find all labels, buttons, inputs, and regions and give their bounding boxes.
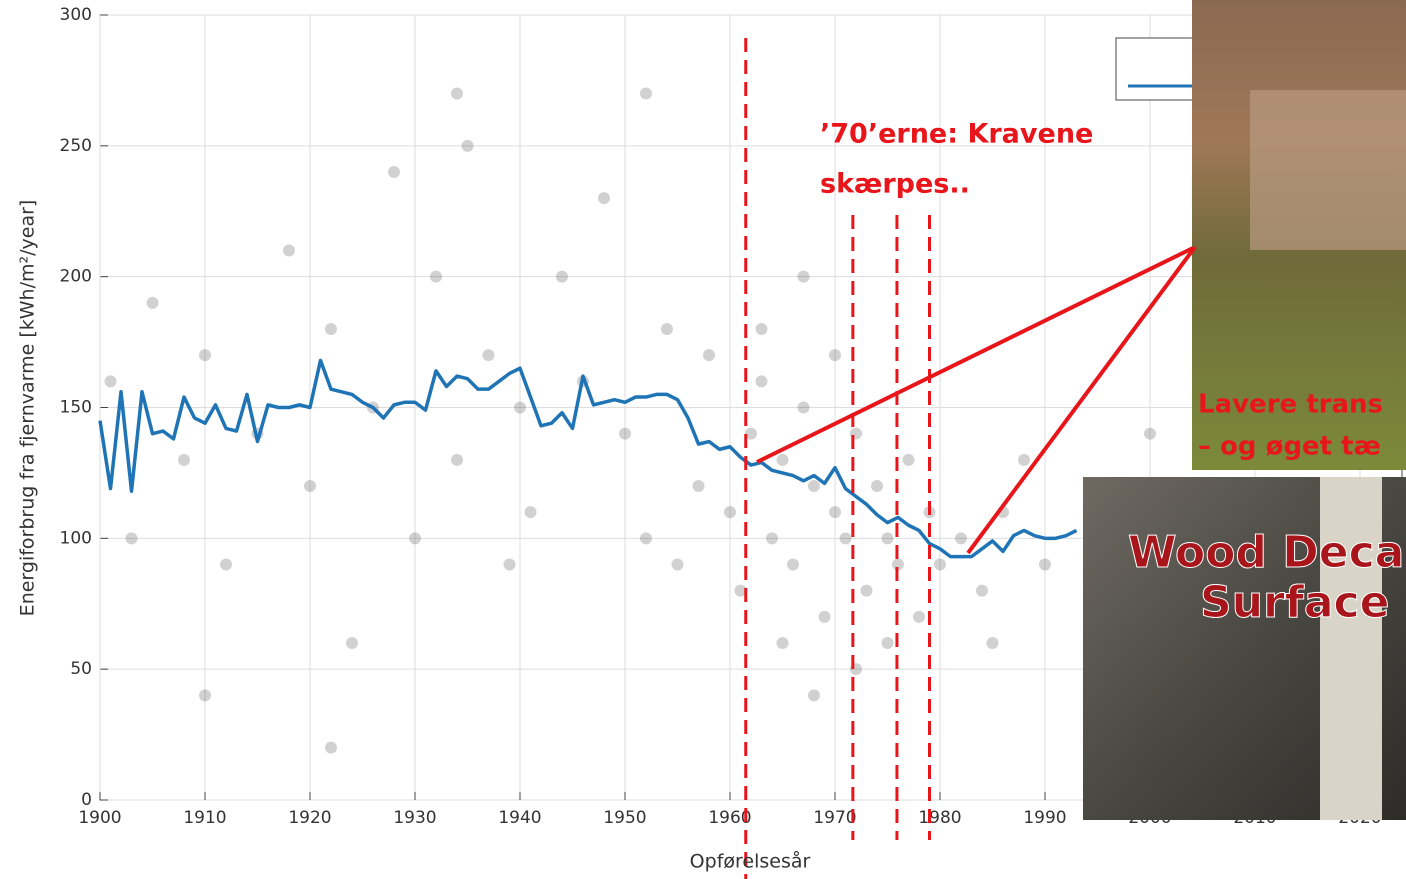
pointer-line — [966, 245, 1197, 555]
y-tick-label: 0 — [81, 790, 92, 810]
scatter-point — [808, 689, 820, 702]
scatter-point — [797, 401, 810, 414]
scatter-point — [524, 506, 537, 519]
scatter-point — [797, 270, 810, 283]
annotation: ’70’erne: Kravene — [820, 119, 1093, 150]
x-tick-label: 1910 — [183, 808, 226, 828]
scatter-point — [220, 558, 232, 571]
overlay: Lavere trans – og øget tæ Wood Deca Surf… — [17, 0, 1406, 873]
scatter-point — [986, 637, 999, 649]
y-tick-label: 150 — [60, 398, 92, 418]
scatter-point — [913, 610, 925, 623]
scatter-point — [430, 270, 442, 283]
y-tick-label: 250 — [60, 136, 92, 156]
plot-area: 0 50 100 150 200 250 300 1900 1910 1920 1930 1940 19… — [60, 5, 1403, 879]
x-tick-label: 1990 — [1023, 808, 1066, 828]
photo-caption: Surface — [1200, 577, 1389, 628]
scatter-point — [304, 480, 316, 492]
scatter-point — [892, 558, 904, 571]
scatter-point — [881, 532, 894, 545]
y-axis-label: Energiforbrug fra fjernvarme [kWh/m²/yea… — [17, 200, 39, 617]
scatter-point — [556, 270, 568, 283]
scatter-point — [745, 427, 757, 440]
scatter-point — [409, 532, 421, 545]
scatter-point — [902, 453, 915, 466]
scatter-point — [1039, 558, 1051, 571]
x-axis-label: Opførelsesår — [690, 850, 811, 873]
scatter-point — [671, 558, 684, 571]
scatter-point — [346, 637, 358, 649]
scatter-point — [325, 741, 337, 754]
scatter-point — [104, 375, 117, 388]
house-wall — [1250, 90, 1406, 250]
scatter-point — [692, 480, 705, 492]
scatter-point — [640, 87, 652, 100]
scatter-point — [640, 532, 652, 545]
scatter-point — [619, 427, 631, 440]
y-tick-label: 300 — [60, 5, 92, 25]
scatter-point — [734, 584, 747, 597]
x-tick-label: 1960 — [708, 808, 751, 828]
x-tick-label: 1950 — [603, 808, 646, 828]
annotation: – og øget tæ — [1198, 432, 1381, 462]
scatter-point — [125, 532, 138, 545]
scatter-point — [871, 480, 883, 492]
scatter-point — [755, 375, 768, 388]
x-tick-label: 1940 — [498, 808, 541, 828]
scatter-point — [787, 558, 799, 571]
scatter-point — [199, 349, 211, 362]
scatter-point — [839, 532, 852, 545]
scatter-point — [818, 610, 831, 623]
y-tick-label: 50 — [70, 659, 92, 679]
scatter-point — [661, 323, 673, 335]
scatter-point — [199, 689, 211, 702]
scatter-point — [388, 166, 400, 178]
trend-line — [98, 358, 1078, 559]
y-tick-label: 100 — [60, 528, 92, 548]
scatter-point — [766, 532, 778, 545]
scatter-point — [482, 349, 495, 362]
scatter-point — [461, 139, 474, 152]
wood-post — [1320, 477, 1382, 820]
scatter-point — [860, 584, 873, 597]
x-tick-label: 1930 — [393, 808, 436, 828]
scatter-point — [503, 558, 516, 571]
pointer-line — [756, 245, 1196, 464]
scatter-point — [808, 480, 820, 492]
legend-box — [1115, 37, 1207, 101]
scatter-point — [451, 453, 463, 466]
scatter-point — [1018, 453, 1030, 466]
scatter-point — [776, 637, 789, 649]
scatter-point — [755, 323, 768, 335]
scatter-point — [703, 349, 715, 362]
scatter-point — [829, 349, 841, 362]
scatter-point — [178, 453, 190, 466]
scatter-point — [146, 296, 159, 309]
scatter-point — [776, 453, 789, 466]
scatter-point — [955, 532, 967, 545]
scatter-point — [829, 506, 841, 519]
scatter-point — [598, 192, 610, 205]
scatter-point — [934, 558, 946, 571]
y-tick-label: 200 — [60, 267, 92, 287]
annotation: Lavere trans — [1198, 390, 1383, 420]
x-tick-label: 1970 — [813, 808, 856, 828]
scatter-point — [1144, 427, 1156, 440]
scatter-point — [325, 323, 337, 335]
scatter-point — [976, 584, 988, 597]
scatter-point — [724, 506, 736, 519]
x-tick-label: 1920 — [288, 808, 331, 828]
scatter-point — [451, 87, 463, 100]
photo-caption: Wood Deca — [1128, 527, 1404, 578]
x-tick-label: 1900 — [78, 808, 121, 828]
x-tick-label: 1980 — [918, 808, 961, 828]
scatter-point — [283, 244, 295, 257]
scatter-point — [514, 401, 526, 414]
annotation: skærpes.. — [820, 169, 970, 200]
scatter-point — [881, 637, 894, 649]
